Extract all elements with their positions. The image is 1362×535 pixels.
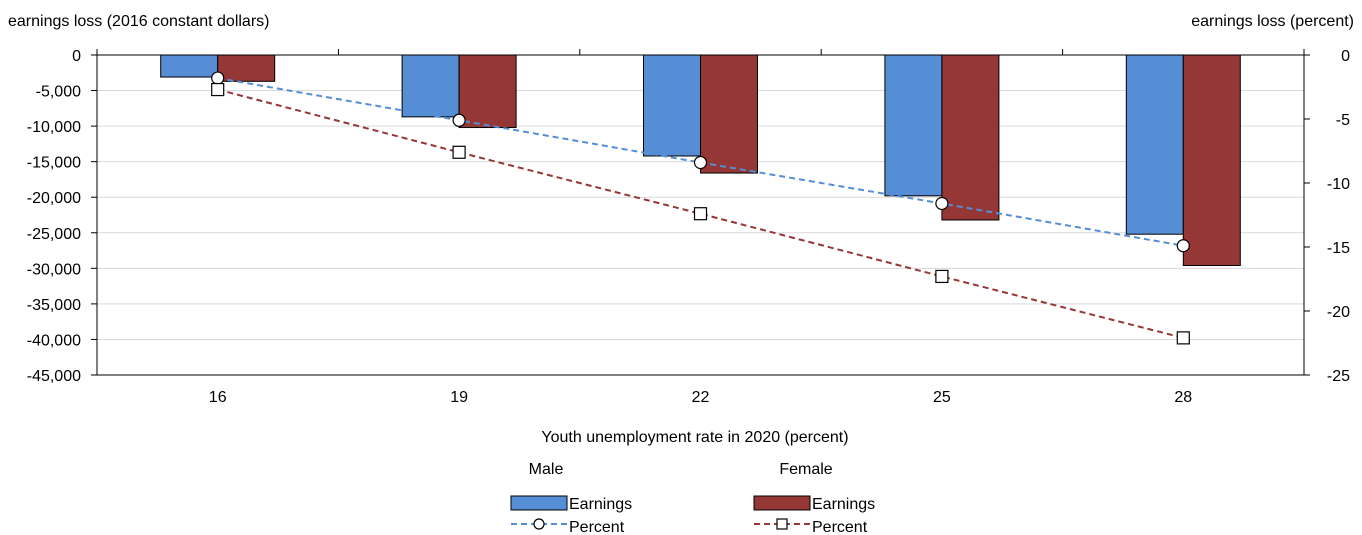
y-left-tick-label: -25,000: [27, 226, 81, 243]
y-right-tick-label: -5: [1336, 112, 1350, 129]
bar-female-earnings: [458, 54, 517, 129]
point-male-percent: [1176, 239, 1190, 253]
y-right-tick-label: -10: [1327, 176, 1350, 193]
x-tick-label: 25: [933, 389, 951, 406]
y-left-tick-label: -15,000: [27, 155, 81, 172]
y-left-tick-label: 0: [72, 48, 81, 65]
y-right-axis-title: earnings loss (percent): [1191, 13, 1354, 30]
legend-group-female: Female: [779, 461, 832, 478]
y-left-tick-label: -10,000: [27, 119, 81, 136]
point-female-percent: [452, 145, 466, 159]
point-male-percent: [935, 196, 949, 211]
y-left-tick-label: -20,000: [27, 190, 81, 207]
bar-male-earnings: [643, 54, 701, 157]
legend-swatch-female-percent: [754, 518, 810, 530]
y-right-tick-label: -20: [1327, 304, 1350, 321]
point-male-percent: [211, 71, 225, 85]
y-right-tick-label: -25: [1327, 368, 1350, 385]
x-tick-label: 19: [450, 389, 468, 406]
legend-marker: [776, 518, 788, 530]
plot-frame: [96, 54, 1305, 376]
percent-lines: [211, 71, 1190, 345]
y-right-ticks: 0 -5 -10 -15 -20 -25: [1327, 48, 1350, 385]
bars: [160, 54, 1241, 266]
bar-male-earnings: [884, 54, 943, 197]
legend-swatch-male-earnings: [510, 495, 568, 511]
point-male-percent: [452, 113, 466, 127]
y-right-tick-label: 0: [1341, 48, 1350, 65]
x-tick-label: 22: [692, 389, 710, 406]
y-left-tick-label: -40,000: [27, 332, 81, 349]
line-female-percent: [217, 88, 1184, 339]
legend: Male Female Earnings Earnings Percent Pe…: [510, 461, 875, 535]
bar-female-earnings: [1182, 54, 1241, 266]
axes: [91, 49, 1310, 376]
point-female-percent: [1176, 331, 1190, 345]
legend-marker: [533, 518, 545, 530]
x-tick-label: 28: [1174, 389, 1192, 406]
y-left-ticks: 0 -5,000 -10,000 -15,000 -20,000 -25,000 -30,0…: [27, 48, 81, 385]
y-left-tick-label: -35,000: [27, 297, 81, 314]
legend-label-male-earnings: Earnings: [569, 496, 632, 513]
x-tick-label: 16: [209, 389, 227, 406]
y-left-tick-label: -30,000: [27, 261, 81, 278]
y-right-tick-label: -15: [1327, 240, 1350, 257]
point-female-percent: [211, 82, 225, 97]
point-male-percent: [693, 155, 708, 170]
point-female-percent: [693, 207, 708, 221]
legend-label-female-earnings: Earnings: [812, 496, 875, 513]
legend-swatch-male-percent: [511, 518, 567, 530]
y-left-axis-title: earnings loss (2016 constant dollars): [8, 13, 269, 30]
x-axis-title: Youth unemployment rate in 2020 (percent…: [541, 429, 848, 446]
bar-male-earnings: [401, 54, 460, 118]
x-ticks: 16 19 22 25 28: [209, 389, 1192, 406]
legend-swatch-female-earnings: [753, 495, 811, 511]
legend-label-male-percent: Percent: [569, 519, 625, 535]
bar-female-earnings: [700, 54, 758, 174]
y-left-tick-label: -5,000: [36, 84, 81, 101]
bar-male-earnings: [160, 54, 219, 78]
bar-female-earnings: [217, 54, 276, 82]
legend-label-female-percent: Percent: [812, 519, 868, 535]
point-female-percent: [935, 269, 949, 284]
bar-male-earnings: [1125, 54, 1184, 235]
y-left-tick-label: -45,000: [27, 368, 81, 385]
bar-female-earnings: [941, 54, 1000, 221]
legend-group-male: Male: [529, 461, 564, 478]
